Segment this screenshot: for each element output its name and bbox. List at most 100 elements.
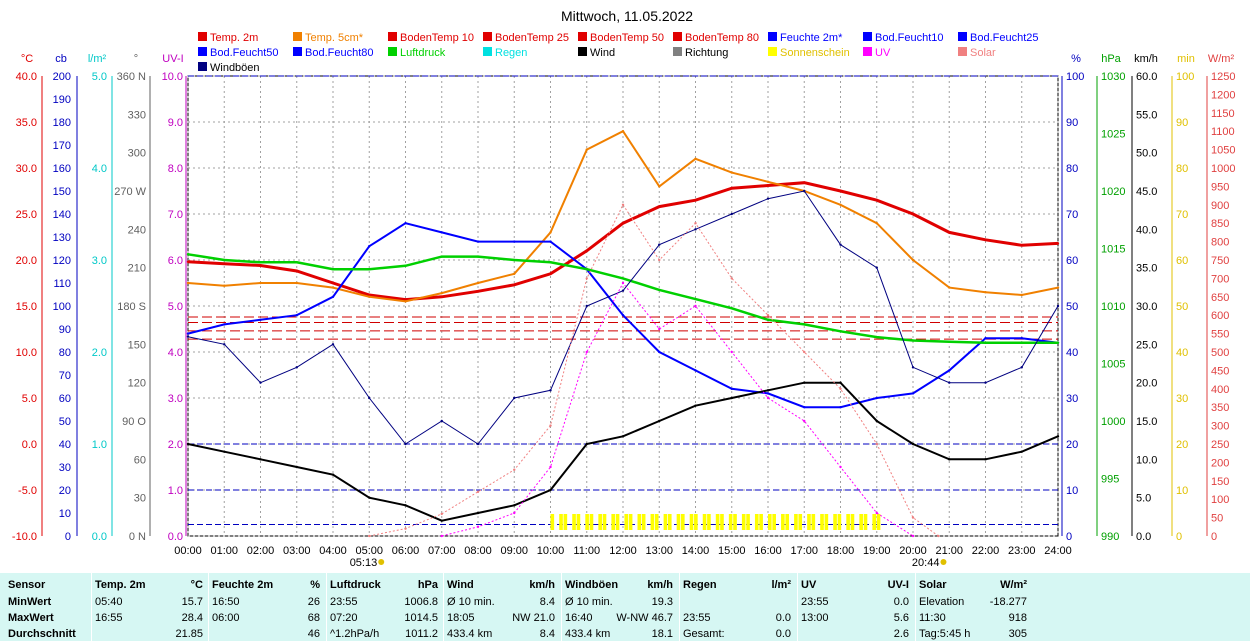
data-point bbox=[549, 240, 552, 243]
legend-swatch bbox=[198, 32, 207, 41]
data-point bbox=[766, 314, 770, 317]
stats-unit: km/h bbox=[529, 579, 555, 591]
legend-label: BodenTemp 10 bbox=[400, 32, 474, 44]
sunshine-bar bbox=[628, 514, 633, 530]
sunshine-bar bbox=[824, 514, 829, 530]
y-tick-label: 0 bbox=[65, 531, 71, 543]
y-tick-label: 100 bbox=[53, 301, 71, 313]
data-point bbox=[223, 450, 226, 453]
sunshine-bar bbox=[572, 514, 576, 530]
data-point bbox=[658, 327, 661, 331]
data-point bbox=[875, 266, 878, 269]
legend-swatch bbox=[293, 32, 302, 41]
y-tick-label: 40.0 bbox=[1136, 224, 1157, 236]
y-tick-label: 30 bbox=[1066, 393, 1078, 405]
y-tick-label: 60 bbox=[1066, 255, 1078, 267]
data-point bbox=[476, 442, 480, 446]
y-tick-label: 10.0 bbox=[1136, 454, 1157, 466]
x-tick-label: 14:00 bbox=[682, 545, 710, 557]
y-tick-label: 100 bbox=[1176, 71, 1194, 83]
y-tick-label: 900 bbox=[1211, 200, 1229, 212]
y-tick-label: 330 bbox=[128, 109, 146, 121]
stats-cell-value: 26 bbox=[307, 596, 320, 608]
data-point bbox=[766, 184, 770, 187]
y-tick-label: 30 bbox=[59, 462, 71, 474]
legend-label: Wind bbox=[590, 47, 615, 59]
legend-swatch bbox=[673, 32, 682, 41]
stats-cell-value: 8.4 bbox=[539, 596, 555, 608]
stats-separator bbox=[797, 573, 798, 641]
sunshine-bar bbox=[615, 514, 620, 530]
sunshine-bar bbox=[589, 514, 594, 530]
sunshine-bar bbox=[754, 514, 759, 530]
data-point bbox=[948, 381, 951, 384]
data-point bbox=[585, 268, 588, 271]
sunshine-bar bbox=[681, 514, 685, 530]
data-point bbox=[513, 511, 516, 515]
y-tick-label: 0 N bbox=[129, 531, 146, 543]
stats-cell-sub: 16:40 bbox=[565, 612, 593, 624]
data-point bbox=[368, 245, 371, 248]
data-point bbox=[911, 339, 915, 342]
stats-unit: % bbox=[310, 579, 320, 591]
stats-separator bbox=[208, 573, 209, 641]
x-tick-label: 02:00 bbox=[247, 545, 275, 557]
y-tick-label: 50 bbox=[59, 416, 71, 428]
data-point bbox=[404, 264, 407, 267]
data-point bbox=[368, 396, 371, 400]
legend-label: BodenTemp 80 bbox=[685, 32, 759, 44]
stats-cell-sub: 16:55 bbox=[95, 612, 123, 624]
sunshine-bar bbox=[715, 514, 720, 530]
y-tick-label: 990 bbox=[1101, 531, 1119, 543]
legend-label: Bod.Feucht80 bbox=[305, 47, 374, 59]
y-tick-label: 55.0 bbox=[1136, 109, 1157, 121]
x-tick-label: 15:00 bbox=[718, 545, 746, 557]
y-tick-label: 1020 bbox=[1101, 186, 1125, 198]
sunset-label: 20:44 bbox=[912, 557, 940, 569]
y-tick-label: 35.0 bbox=[16, 117, 37, 129]
data-point bbox=[259, 281, 262, 285]
sunshine-bar bbox=[702, 514, 707, 530]
sunshine-bar bbox=[798, 514, 803, 530]
y-tick-label: 120 bbox=[128, 378, 146, 390]
stats-header: Solar bbox=[919, 579, 947, 591]
y-tick-label: 0.0 bbox=[1136, 531, 1151, 543]
y-tick-label: 150 bbox=[128, 339, 146, 351]
grid bbox=[187, 75, 1059, 537]
data-point bbox=[911, 442, 915, 446]
stats-cell-sub: 07:20 bbox=[330, 612, 358, 624]
x-tick-label: 04:00 bbox=[319, 545, 347, 557]
y-tick-label: 360 N bbox=[117, 71, 146, 83]
stats-cell-sub: Tag:5:45 h bbox=[919, 628, 971, 640]
legend-swatch bbox=[863, 47, 872, 56]
x-tick-label: 07:00 bbox=[428, 545, 456, 557]
data-point bbox=[513, 396, 516, 400]
data-point bbox=[875, 442, 878, 446]
data-point bbox=[1056, 242, 1060, 245]
data-point bbox=[440, 291, 443, 295]
legend-swatch bbox=[483, 47, 492, 56]
data-point bbox=[875, 419, 878, 423]
legend-label: UV bbox=[875, 47, 891, 59]
data-point bbox=[1020, 244, 1023, 247]
x-tick-label: 17:00 bbox=[790, 545, 818, 557]
stats-header: Regen bbox=[683, 579, 717, 591]
y-tick-label: 2.0 bbox=[92, 347, 107, 359]
data-point bbox=[839, 387, 842, 390]
y-tick-label: 2.0 bbox=[168, 439, 183, 451]
sunshine-bar bbox=[650, 514, 655, 530]
data-point bbox=[984, 458, 987, 461]
x-tick-label: 03:00 bbox=[283, 545, 311, 557]
y-tick-label: 40 bbox=[1066, 347, 1078, 359]
y-tick-label: 1.0 bbox=[92, 439, 107, 451]
y-tick-label: 550 bbox=[1211, 329, 1229, 341]
stats-header: Luftdruck bbox=[330, 579, 381, 591]
data-point bbox=[585, 249, 588, 252]
data-point bbox=[766, 392, 770, 395]
y-tick-label: 70 bbox=[59, 370, 71, 382]
data-point bbox=[223, 284, 226, 287]
y-tick-label: 210 bbox=[128, 263, 146, 275]
data-point bbox=[694, 404, 697, 407]
data-point bbox=[476, 255, 480, 258]
x-axis: 00:00 01:00 02:00 03:00 04:00 05:00 06:00 07:00… bbox=[174, 545, 1072, 569]
